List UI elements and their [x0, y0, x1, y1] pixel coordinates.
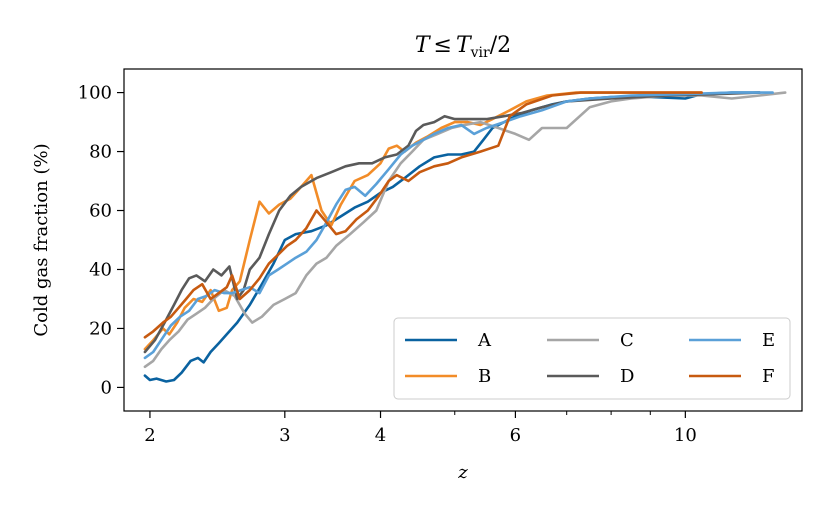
x-tick-label-10: 10: [674, 425, 697, 446]
chart-title-t: T: [415, 33, 432, 58]
legend: A C E B D F: [393, 317, 791, 400]
x-tick-label-3: 3: [279, 425, 290, 446]
x-tick-label-6: 6: [510, 425, 521, 446]
y-tick-label-100: 100: [78, 83, 112, 104]
y-tick-label-80: 80: [89, 142, 112, 163]
series-layer: [143, 91, 787, 383]
y-tick-label-60: 60: [89, 201, 112, 222]
legend-label-E: E: [762, 330, 775, 351]
x-tick-label-4: 4: [375, 425, 386, 446]
legend-label-A: A: [477, 330, 492, 351]
x-axis: 2 3 4 6 10: [144, 411, 697, 446]
chart-title-vir-sub: vir: [470, 45, 490, 61]
y-tick-label-40: 40: [89, 259, 112, 280]
x-axis-label: z: [457, 462, 468, 483]
x-tick-label-2: 2: [144, 425, 155, 446]
legend-label-B: B: [478, 366, 491, 387]
y-axis: 0 20 40 60 80 100: [78, 83, 124, 398]
y-tick-label-0: 0: [101, 377, 112, 398]
chart-title-tvir: T: [456, 33, 473, 58]
legend-label-C: C: [620, 330, 634, 351]
plot-frame: [123, 68, 803, 412]
chart-title-tail: /2: [490, 33, 511, 58]
y-axis-label: Cold gas fraction (%): [31, 143, 52, 336]
chart-title: T ≤ Tvir/2: [415, 33, 511, 61]
series-line-F: [143, 91, 703, 339]
chart-title-le: ≤: [434, 33, 452, 58]
series-line-D: [143, 91, 761, 354]
legend-box: [393, 317, 791, 400]
y-tick-label-20: 20: [89, 318, 112, 339]
legend-label-D: D: [620, 366, 634, 387]
legend-label-F: F: [762, 366, 775, 387]
series-line-C: [143, 91, 787, 369]
